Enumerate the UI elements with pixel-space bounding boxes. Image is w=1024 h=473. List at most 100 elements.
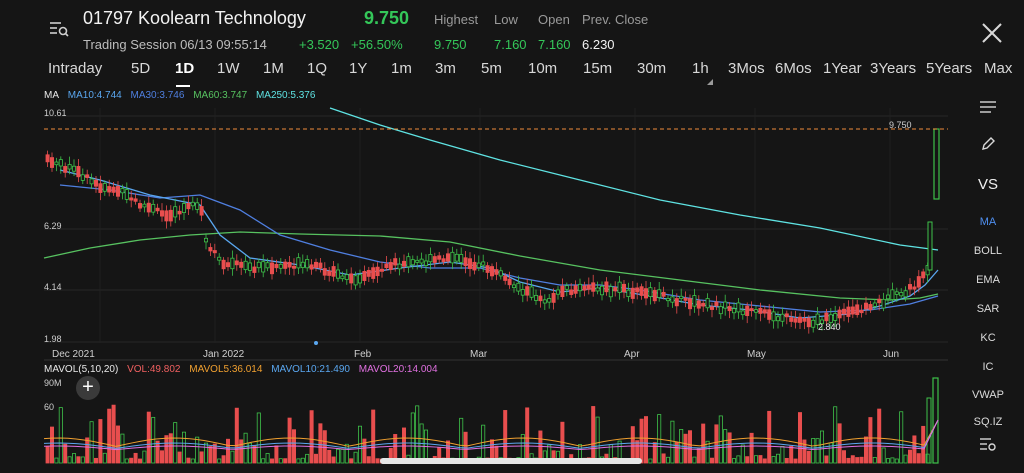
volume-bar xyxy=(85,437,90,464)
sidebar-item-kc[interactable]: KC xyxy=(980,332,996,344)
candle-body xyxy=(617,281,622,293)
volume-bar xyxy=(89,421,94,464)
candle-body xyxy=(652,290,657,302)
volume-bar xyxy=(199,451,204,464)
candle-body xyxy=(771,311,776,322)
volume-bar xyxy=(886,458,891,464)
ma-legend: MA MA10:4.744 MA30:3.746 MA60:3.747 MA25… xyxy=(44,90,315,101)
tab-30min[interactable]: 30m xyxy=(637,60,667,77)
tab-3mos[interactable]: 3Mos xyxy=(728,60,765,77)
tab-5years[interactable]: 5Years xyxy=(926,60,973,77)
candle-body xyxy=(498,270,503,277)
compare-vs-button[interactable]: VS xyxy=(977,176,998,193)
tab-3min[interactable]: 3m xyxy=(435,60,456,77)
tab-5min[interactable]: 5m xyxy=(481,60,502,77)
volume-bar xyxy=(63,443,68,464)
volume-bar xyxy=(195,436,200,464)
candle-body xyxy=(833,313,838,321)
candle-body xyxy=(252,266,257,273)
sidebar-item-vwap[interactable]: VWAP xyxy=(972,389,1004,401)
candle-body xyxy=(155,207,160,212)
close-icon[interactable] xyxy=(979,20,1005,46)
candle-body xyxy=(208,247,213,252)
tab-1q[interactable]: 1Q xyxy=(307,60,328,77)
candle-body xyxy=(476,262,481,268)
candle-body xyxy=(560,285,565,298)
volume-bar xyxy=(287,417,292,464)
volume-bar xyxy=(261,458,266,464)
active-tab-indicator xyxy=(176,85,190,87)
sidebar-item-squeeze[interactable]: SQ.IZ xyxy=(973,416,1003,428)
volume-bar xyxy=(80,456,85,464)
candle-body xyxy=(933,128,940,200)
candle-body xyxy=(591,282,596,292)
volume-bar xyxy=(459,417,464,464)
volume-bar xyxy=(908,449,913,464)
candle-body xyxy=(529,286,534,298)
sidebar-item-sar[interactable]: SAR xyxy=(976,303,1000,315)
low-price-label: 2.840 xyxy=(818,322,841,332)
volume-bar xyxy=(727,432,732,464)
tab-1y[interactable]: 1Y xyxy=(349,60,368,77)
candle-body xyxy=(349,273,354,284)
x-label-jun: Jun xyxy=(883,349,899,360)
candle-body xyxy=(921,271,926,279)
mavol20-legend: MAVOL20:14.004 xyxy=(358,364,438,375)
tab-1year[interactable]: 1Year xyxy=(823,60,862,77)
volume-average-lines xyxy=(43,419,939,451)
candle-body xyxy=(146,202,151,213)
tab-5d[interactable]: 5D xyxy=(131,60,151,77)
candle-body xyxy=(274,263,279,269)
candle-body xyxy=(344,274,349,280)
candle-body xyxy=(683,297,688,301)
volume-bar xyxy=(296,458,301,464)
tab-3years[interactable]: 3Years xyxy=(870,60,917,77)
volume-bar xyxy=(318,423,323,464)
tab-15min[interactable]: 15m xyxy=(583,60,613,77)
candle-body xyxy=(666,298,671,302)
lines-icon[interactable] xyxy=(979,100,997,114)
ma250-legend: MA250:5.376 xyxy=(255,90,316,101)
candle-body xyxy=(221,259,226,270)
candle-body xyxy=(828,314,833,323)
sidebar-item-boll[interactable]: BOLL xyxy=(973,245,1003,257)
candle-body xyxy=(644,288,649,299)
sidebar-item-ma[interactable]: MA xyxy=(979,216,997,228)
mavol-legend-label: MAVOL(5,10,20) xyxy=(44,364,119,375)
volume-bar xyxy=(754,455,759,464)
pencil-icon[interactable] xyxy=(980,136,996,152)
candle-body xyxy=(661,291,666,297)
candle-body xyxy=(85,174,90,178)
add-indicator-button[interactable]: + xyxy=(76,376,100,400)
list-search-icon[interactable] xyxy=(48,18,70,38)
mavol10-legend: MAVOL10:21.490 xyxy=(271,364,350,375)
volume-bar xyxy=(58,407,63,464)
quote-value-prev-close: 6.230 xyxy=(582,37,615,52)
candle-body xyxy=(912,286,917,290)
volume-bar xyxy=(802,439,807,464)
tab-1w[interactable]: 1W xyxy=(217,60,240,77)
volume-bar xyxy=(186,457,191,464)
tab-1m-month[interactable]: 1M xyxy=(263,60,284,77)
candle-body xyxy=(868,304,873,310)
volume-bar xyxy=(648,458,653,464)
candle-body xyxy=(595,287,600,292)
candle-body xyxy=(551,292,556,303)
tab-max[interactable]: Max xyxy=(984,60,1013,77)
sidebar-item-ema[interactable]: EMA xyxy=(976,274,1000,286)
volume-bar xyxy=(190,458,195,464)
tab-6mos[interactable]: 6Mos xyxy=(775,60,812,77)
tab-1min[interactable]: 1m xyxy=(391,60,412,77)
candle-body xyxy=(789,317,794,322)
tab-intraday[interactable]: Intraday xyxy=(48,60,103,77)
tab-10min[interactable]: 10m xyxy=(528,60,558,77)
volume-bar xyxy=(644,416,649,464)
candle-body xyxy=(639,286,644,296)
quote-label-open: Open xyxy=(538,12,570,27)
settings-list-icon[interactable] xyxy=(979,436,997,452)
candle-body xyxy=(820,319,825,324)
tab-1h[interactable]: 1h xyxy=(692,60,709,77)
sidebar-item-ic[interactable]: IC xyxy=(982,361,994,373)
tab-1d[interactable]: 1D xyxy=(175,60,195,77)
